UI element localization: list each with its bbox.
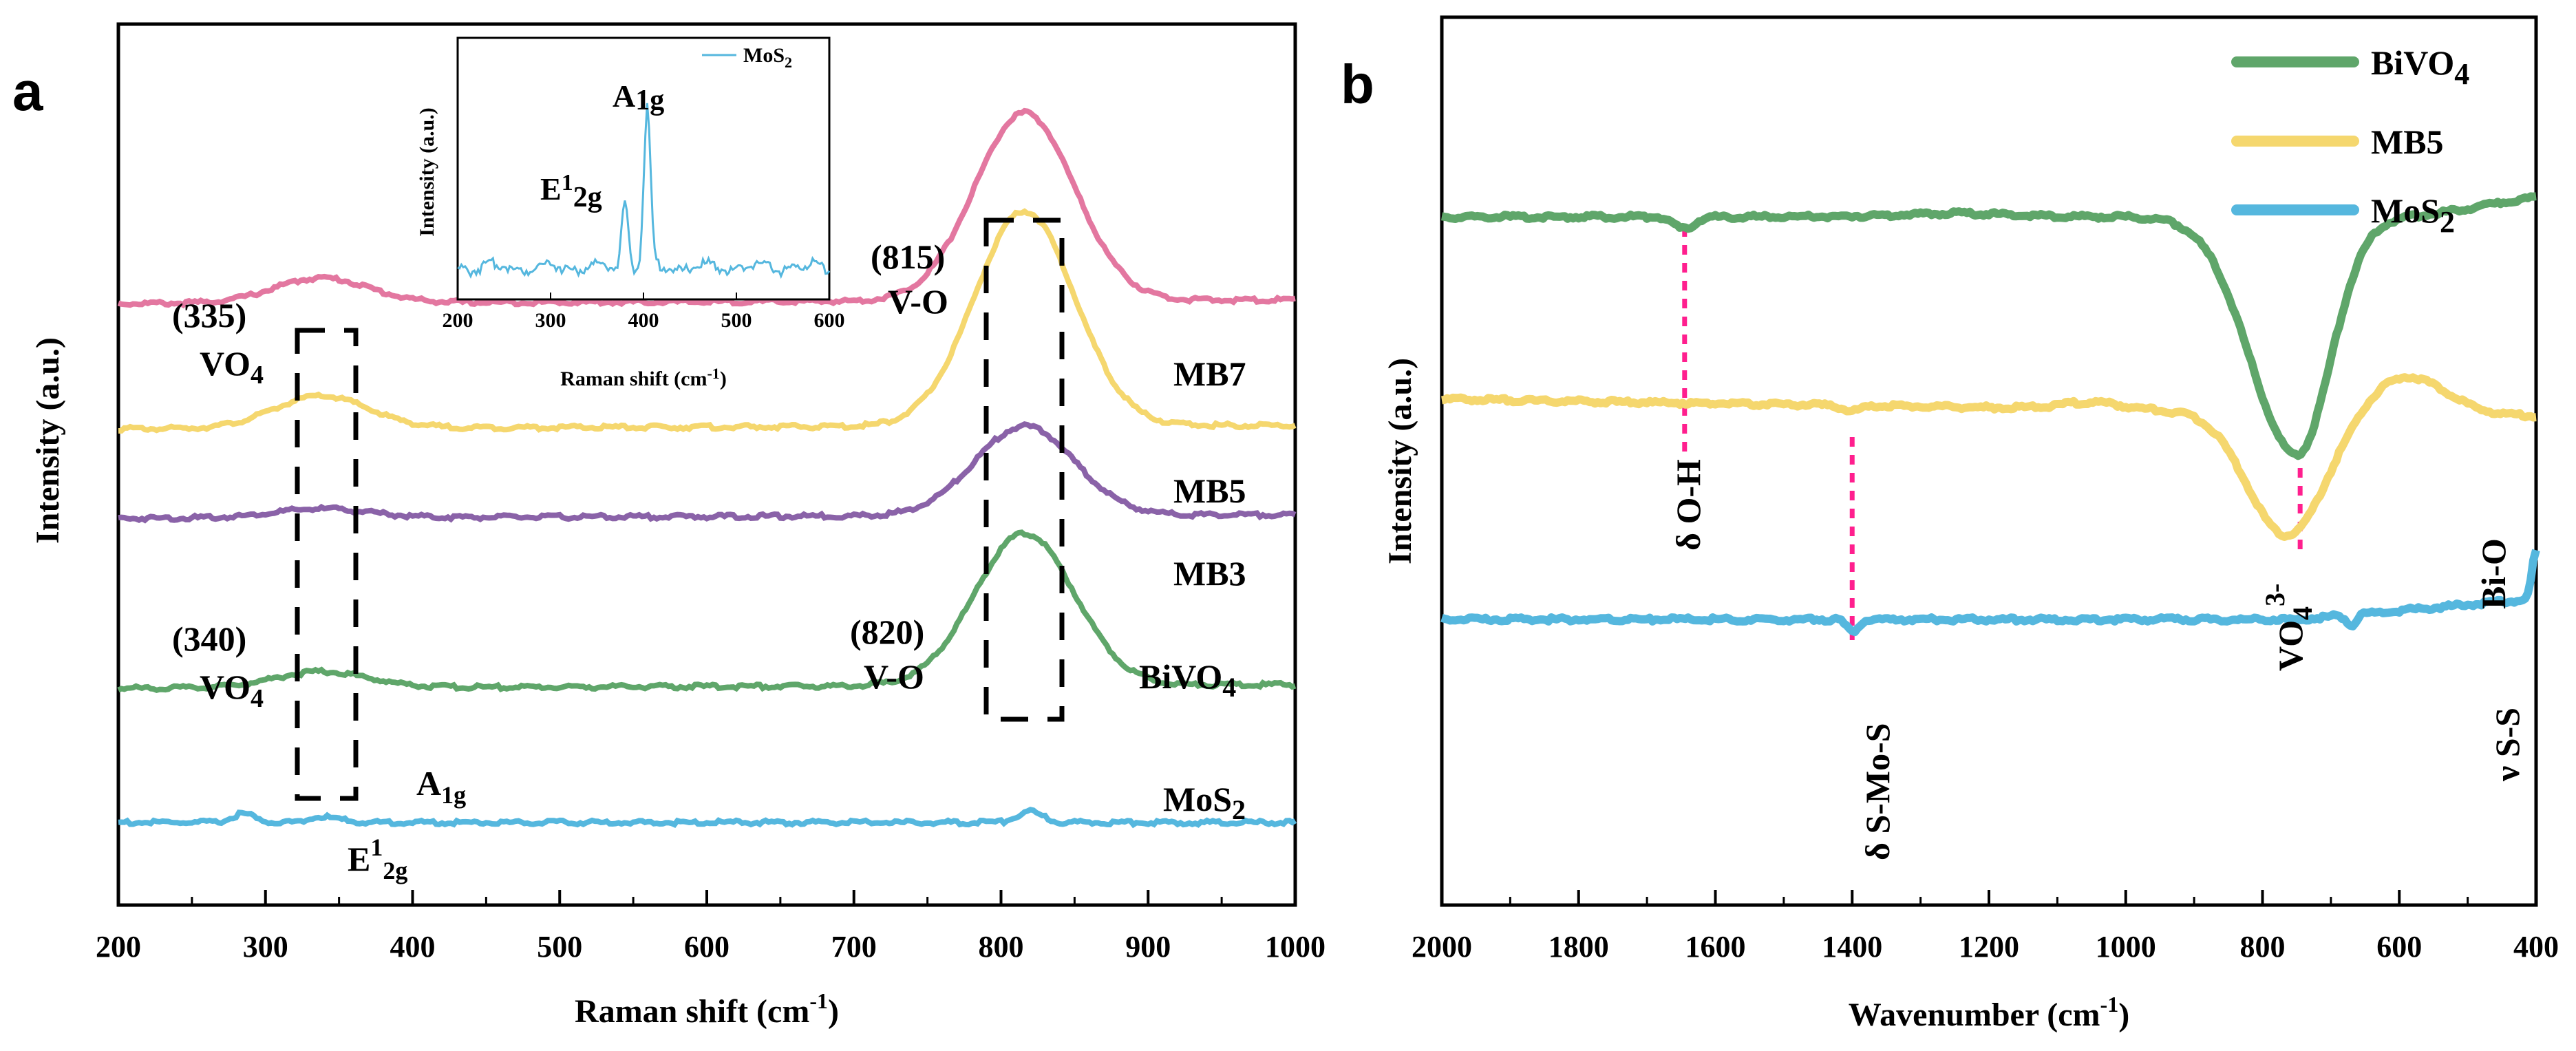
ann-815: (815): [871, 237, 945, 276]
ftir-marker-lines: [1682, 227, 2303, 640]
inset-x-tick-label: 600: [814, 309, 845, 332]
raman-x-tick-label: 900: [1125, 930, 1171, 964]
dashed-box-vo4: [295, 328, 359, 801]
ann-bio: Bi-O: [2474, 538, 2513, 609]
ftir-x-tick-label: 1600: [1685, 930, 1746, 964]
panel-label-b: b: [1341, 54, 1374, 115]
raman-inset: 200 300 400 500 600 MoS2 E12g A1g Raman shif…: [416, 36, 845, 390]
raman-x-tick-label: 200: [96, 930, 141, 964]
label-mb5: MB5: [1173, 471, 1246, 510]
raman-x-tick-label: 600: [684, 930, 730, 964]
ftir-x-tick-label: 1000: [2096, 930, 2156, 964]
ann-340: (340): [172, 619, 246, 658]
ann-340-vo4: VO4: [200, 668, 264, 713]
ftir-y-axis-title: Intensity (a.u.): [1382, 358, 1418, 564]
raman-x-tick-label: 500: [537, 930, 582, 964]
ann-ss: ν S-S: [2488, 708, 2526, 782]
inset-x-tick-label: 300: [535, 309, 566, 332]
ann-815-vo: V-O: [888, 282, 948, 321]
ftir-line-mb5: [1440, 373, 2537, 541]
raman-x-tick-label: 1000: [1265, 930, 1326, 964]
ann-820: (820): [850, 613, 924, 651]
ftir-x-tick-label: 1400: [1822, 930, 1882, 964]
inset-x-axis-title: Raman shift (cm-1): [560, 365, 727, 390]
ann-vo4: VO43-: [2259, 584, 2318, 671]
raman-x-tick-label: 400: [390, 930, 436, 964]
raman-x-tick-label: 300: [243, 930, 288, 964]
ftir-line-bivo4: [1440, 192, 2537, 460]
label-mos2: MoS2: [1163, 780, 1246, 825]
raman-y-axis-title: Intensity (a.u.): [30, 337, 66, 544]
inset-legend-label: MoS2: [743, 44, 792, 71]
label-mb7: MB7: [1173, 354, 1246, 393]
inset-peak-a1g: A1g: [613, 78, 664, 116]
raman-x-tick-label: 700: [831, 930, 877, 964]
raman-series: [117, 107, 1297, 829]
ann-a1g: A1g: [416, 764, 466, 809]
legend-label-mos2: MoS2: [2371, 191, 2455, 239]
raman-line-mb7: [117, 107, 1296, 309]
ann-oh: δ O-H: [1669, 459, 1707, 551]
inset-x-tick-label: 400: [628, 309, 659, 332]
raman-x-tick-labels: 200 300 400 500 600 700 800 900 1000: [96, 930, 1326, 964]
ftir-legend: BiVO4 MB5 MoS2: [2231, 43, 2469, 239]
ftir-x-axis-title: Wavenumber (cm-1): [1849, 992, 2129, 1033]
inset-x-tick-label: 200: [443, 309, 473, 332]
legend-label-mb5: MB5: [2371, 123, 2444, 161]
ann-smos: δ S-Mo-S: [1858, 723, 1897, 860]
inset-y-axis-title: Intensity (a.u.): [416, 107, 438, 237]
raman-line-bivo4: [117, 529, 1297, 694]
raman-x-tick-label: 800: [979, 930, 1024, 964]
ann-e12g: E12g: [348, 834, 407, 884]
raman-line-mos2: [118, 807, 1297, 829]
ann-335: (335): [172, 296, 246, 335]
raman-x-ticks: [117, 890, 1297, 905]
ftir-x-tick-label: 600: [2376, 930, 2422, 964]
inset-mos2-line: [457, 103, 831, 279]
ftir-x-ticks: [1440, 890, 2537, 905]
inset-x-ticks: [457, 293, 830, 299]
ftir-x-tick-label: 400: [2513, 930, 2559, 964]
ann-335-vo4: VO4: [200, 344, 264, 390]
ann-820-vo: V-O: [864, 657, 924, 696]
legend-label-bivo4: BiVO4: [2371, 43, 2469, 91]
raman-chart: 200 300 400 500 600 700 800 900 1000 MB7 MB5 MB3…: [30, 22, 1326, 1030]
raman-line-mb3: [118, 421, 1297, 524]
inset-x-tick-labels: 200 300 400 500 600: [443, 309, 845, 332]
ftir-x-tick-label: 1200: [1959, 930, 2019, 964]
inset-peak-e12g: E12g: [540, 170, 602, 213]
ftir-x-tick-label: 800: [2240, 930, 2286, 964]
label-mb3: MB3: [1173, 554, 1246, 593]
ftir-chart: 2000 1800 1600 1400 1200 1000 800 600 400 BiVO4 …: [1382, 15, 2559, 1033]
ftir-x-tick-label: 2000: [1412, 930, 1472, 964]
ftir-x-tick-label: 1800: [1548, 930, 1609, 964]
raman-line-mb5: [118, 208, 1297, 434]
inset-x-tick-label: 500: [721, 309, 752, 332]
dashed-box-vo: [983, 217, 1065, 722]
ftir-x-tick-labels: 2000 1800 1600 1400 1200 1000 800 600 400: [1412, 930, 2559, 964]
panel-label-a: a: [12, 61, 43, 122]
raman-x-axis-title: Raman shift (cm-1): [575, 988, 839, 1030]
ftir-line-mos2: [1440, 549, 2540, 637]
ftir-series: [1440, 192, 2540, 637]
label-bivo4: BiVO4: [1139, 657, 1236, 703]
